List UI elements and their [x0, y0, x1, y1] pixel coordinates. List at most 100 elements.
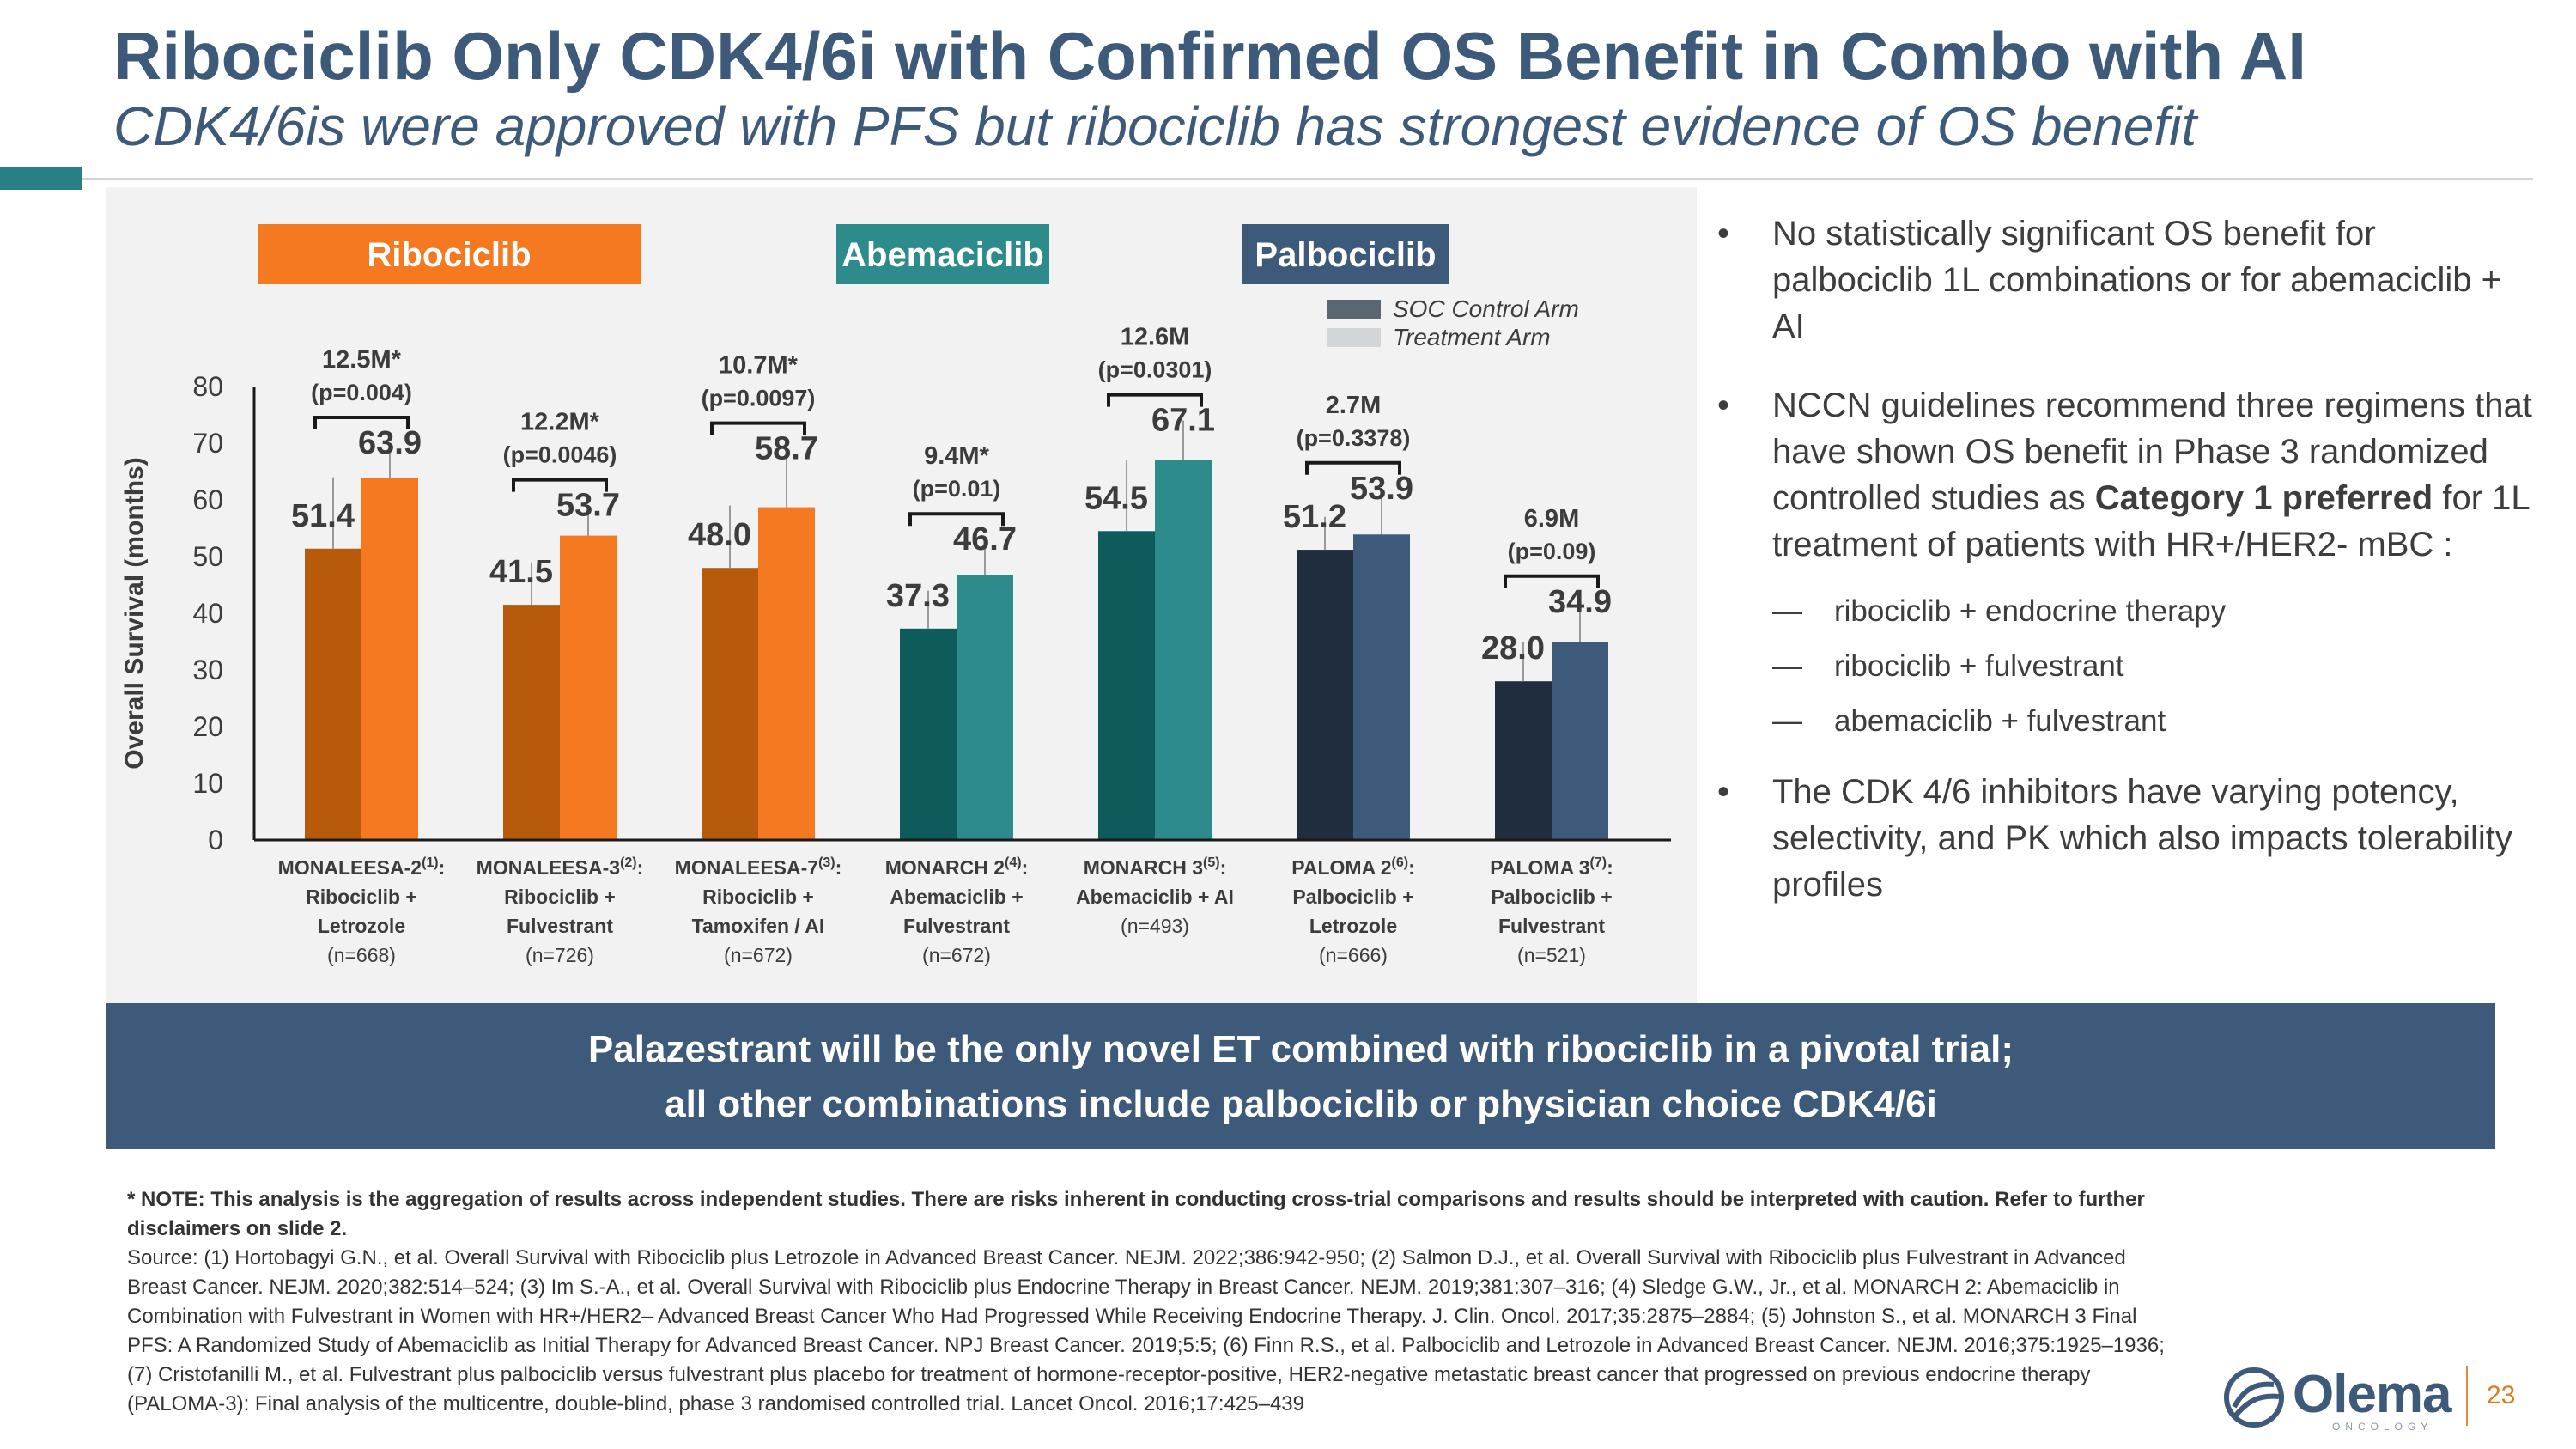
value-label-soc: 51.2: [1283, 499, 1346, 535]
bullet-text: NCCN guidelines recommend three regimens…: [1772, 387, 2532, 517]
trial-reference: (7): [1590, 855, 1607, 870]
delta-label: 10.7M*: [719, 352, 799, 380]
logo-wordmark: Olema: [2293, 1365, 2452, 1424]
delta-label: 12.2M*: [520, 409, 600, 436]
trial-name-colon: :: [1022, 856, 1029, 879]
y-tick-label: 70: [192, 428, 223, 459]
bullet-dot: •: [1717, 215, 1730, 253]
trial-name-colon: :: [637, 856, 644, 879]
y-tick-label: 60: [192, 484, 223, 515]
trial-name-text: MONALEESA-3: [477, 856, 620, 879]
value-label-treatment: 58.7: [755, 431, 818, 467]
trial-name: MONALEESA-2(1):: [278, 855, 446, 879]
banner-line-1: Palazestrant will be the only novel ET c…: [587, 1028, 2014, 1070]
bullet-text: No statistically significant OS benefit …: [1772, 215, 2501, 345]
trial-name-colon: :: [439, 856, 446, 879]
footnote: * NOTE: This analysis is the aggregation…: [127, 1185, 2188, 1419]
bullet-dot: •: [1717, 773, 1730, 811]
p-value-label: (p=0.01): [913, 476, 1001, 502]
legend-soc-label: SOC Control Arm: [1393, 295, 1579, 322]
group-header-abemaciclib: [836, 224, 1049, 284]
value-label-soc: 54.5: [1084, 480, 1148, 516]
group-header-palbociclib: [1242, 224, 1449, 284]
bar-soc: [702, 568, 758, 840]
p-value-label: (p=0.0301): [1098, 357, 1212, 383]
trial-name: MONALEESA-3(2):: [477, 855, 644, 879]
bar-soc: [1495, 681, 1552, 840]
delta-label: 2.7M: [1326, 392, 1381, 419]
overall-survival-chart: Overall Survival (months) 0 10 20 30 40 50 60 70…: [120, 224, 1671, 966]
trial-regimen-line1: Ribociclib +: [306, 886, 417, 908]
bullet-nccn-guidelines: • NCCN guidelines recommend three regime…: [1717, 382, 2533, 568]
trial-name: MONALEESA-7(3):: [675, 855, 842, 879]
group-header-label: Palbociclib: [1255, 236, 1436, 274]
delta-label: 6.9M: [1524, 505, 1579, 533]
title-divider: [82, 178, 2533, 180]
footnote-disclaimer: * NOTE: This analysis is the aggregation…: [127, 1188, 2145, 1240]
trial-n: (n=521): [1517, 944, 1586, 966]
bar-treatment: [758, 507, 815, 840]
page-number-divider: [2466, 1366, 2468, 1426]
trial-name-text: MONARCH 3: [1084, 856, 1203, 879]
trial-name-colon: :: [1408, 856, 1415, 879]
bar-soc: [503, 605, 560, 840]
trial-regimen-line1: Ribociclib +: [504, 886, 616, 908]
trial-n: (n=668): [327, 944, 396, 966]
trial-reference: (5): [1203, 855, 1220, 870]
bullet-text-tail: for 1L treatment of patients with HR+/HE…: [1772, 479, 2530, 563]
delta-bracket: [313, 416, 410, 429]
legend-soc-swatch: [1327, 300, 1381, 319]
y-tick-label: 0: [208, 825, 223, 855]
y-tick-label: 50: [192, 541, 223, 572]
trial-name-text: MONARCH 2: [885, 856, 1005, 879]
trial-reference: (1): [422, 855, 439, 870]
bullet-text: The CDK 4/6 inhibitors have varying pote…: [1772, 773, 2512, 904]
trial-reference: (2): [620, 855, 637, 870]
trial-name-colon: :: [1220, 856, 1227, 879]
trial-regimen-line1: Palbociclib +: [1292, 886, 1413, 908]
olema-mark-icon: [2224, 1367, 2284, 1428]
delta-bracket: [908, 512, 1005, 527]
page-subtitle: CDK4/6is were approved with PFS but ribo…: [113, 95, 2197, 157]
trial-regimen-line2: Letrozole: [318, 915, 405, 937]
p-value-label: (p=0.0046): [503, 442, 617, 468]
bullet-bold-text: Category 1 preferred: [2094, 479, 2433, 517]
delta-label: 12.5M*: [322, 346, 402, 374]
trial-n: (n=672): [922, 944, 991, 966]
y-tick-label: 10: [192, 768, 223, 799]
group-header-label: Abemaciclib: [841, 236, 1044, 274]
page-number: 23: [2487, 1381, 2516, 1409]
sub-bullet-ribociclib-et: — ribociclib + endocrine therapy: [1717, 590, 2533, 633]
sub-bullet-text: abemaciclib + fulvestrant: [1834, 704, 2166, 738]
value-label-treatment: 67.1: [1151, 403, 1215, 439]
trial-regimen-line1: Abemaciclib + AI: [1076, 886, 1234, 908]
bar-soc: [305, 548, 361, 840]
bar-treatment: [1353, 534, 1410, 840]
delta-bracket: [1504, 574, 1600, 588]
y-tick-label: 20: [192, 711, 223, 742]
bar-treatment: [560, 535, 617, 840]
legend-treatment-swatch: [1327, 328, 1381, 347]
group-header-ribociclib: [258, 224, 641, 284]
sub-bullet-text: ribociclib + endocrine therapy: [1834, 594, 2227, 628]
delta-label: 9.4M*: [924, 442, 989, 470]
delta-label: 12.6M: [1121, 324, 1190, 351]
bar-treatment: [1552, 642, 1608, 840]
sub-bullet-abemaciclib-fulvestrant: — abemaciclib + fulvestrant: [1717, 700, 2533, 743]
chart-panel: Overall Survival (months) 0 10 20 30 40 50 60 70…: [106, 187, 1697, 1003]
value-label-treatment: 34.9: [1548, 584, 1612, 620]
trial-regimen-line2: Letrozole: [1309, 915, 1397, 937]
trial-regimen-line2: Fulvestrant: [1498, 915, 1605, 937]
trial-name-colon: :: [835, 856, 842, 879]
p-value-label: (p=0.004): [311, 380, 412, 405]
trial-regimen-line2: Fulvestrant: [507, 915, 613, 937]
bar-treatment: [361, 478, 418, 840]
trial-regimen-line2: Fulvestrant: [903, 915, 1010, 937]
delta-bracket: [1107, 393, 1203, 407]
dash-icon: —: [1772, 594, 1802, 628]
value-label-soc: 28.0: [1481, 630, 1545, 667]
value-label-treatment: 53.7: [556, 488, 620, 524]
value-label-treatment: 46.7: [953, 521, 1017, 557]
y-tick-label: 30: [192, 654, 223, 685]
p-value-label: (p=0.09): [1508, 539, 1596, 564]
